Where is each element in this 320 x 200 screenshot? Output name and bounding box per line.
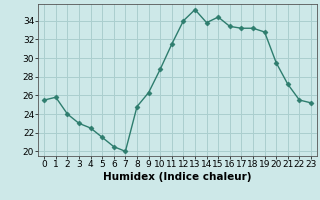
X-axis label: Humidex (Indice chaleur): Humidex (Indice chaleur) [103,172,252,182]
